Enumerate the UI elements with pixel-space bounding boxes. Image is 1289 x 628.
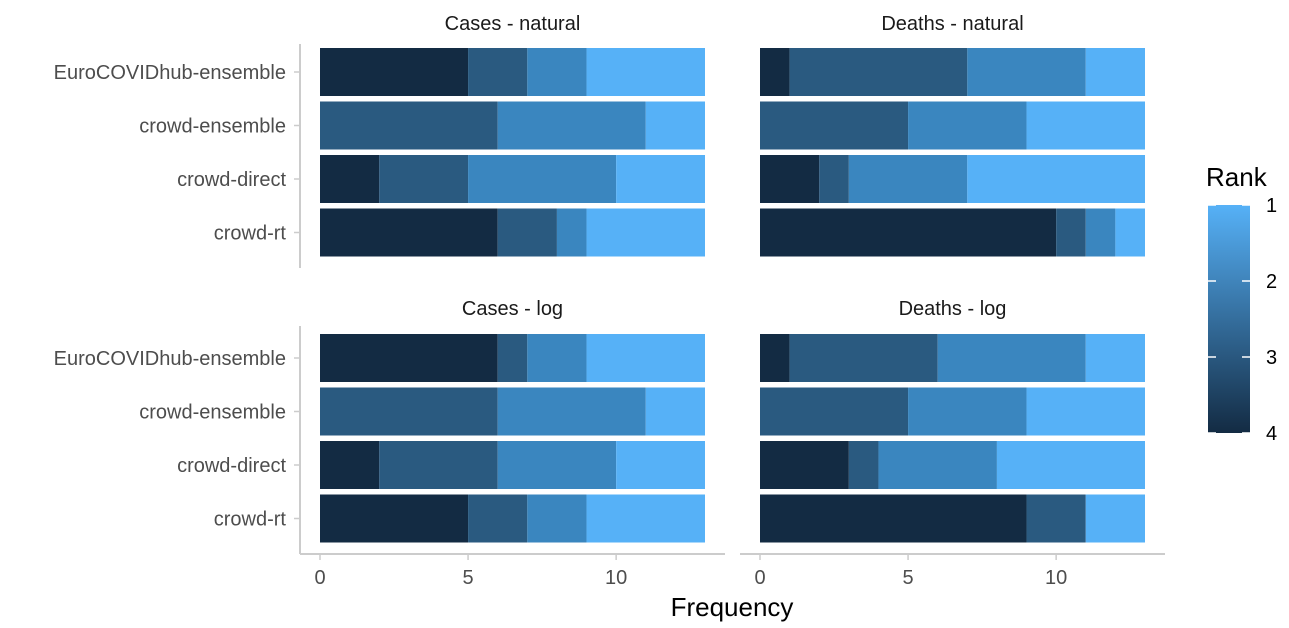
bar-segment-rank-4 (320, 155, 380, 203)
bar-segment-rank-3 (760, 387, 909, 436)
bar-segment-rank-3 (1026, 494, 1086, 543)
bar-segment-rank-1 (1085, 334, 1145, 382)
category-label: crowd-direct (177, 455, 286, 477)
x-tick-label: 10 (1045, 567, 1067, 589)
x-tick-label: 0 (754, 567, 765, 589)
bar-segment-rank-1 (1115, 208, 1145, 257)
panel-1: Deaths - natural (760, 13, 1145, 257)
bar-segment-rank-1 (967, 155, 1145, 203)
bar-segment-rank-3 (320, 101, 498, 150)
bar-segment-rank-2 (908, 387, 1027, 436)
bar-segment-rank-2 (848, 155, 968, 203)
bar-segment-rank-3 (379, 441, 498, 489)
bar-segment-rank-3 (497, 208, 557, 257)
bar-segment-rank-3 (789, 48, 968, 96)
bar-segment-rank-4 (320, 48, 469, 96)
bar-segment-rank-3 (760, 101, 909, 150)
bar-segment-rank-3 (819, 155, 849, 203)
panel-title: Deaths - natural (881, 13, 1023, 35)
bar-segment-rank-3 (320, 387, 498, 436)
bar-segment-rank-1 (996, 441, 1145, 489)
bar-segment-rank-4 (760, 155, 820, 203)
bar-segment-rank-2 (527, 494, 587, 543)
bar-segment-rank-1 (586, 208, 705, 257)
x-tick-label: 0 (314, 567, 325, 589)
bar-segment-rank-3 (1056, 208, 1086, 257)
category-label: EuroCOVIDhub-ensemble (54, 62, 286, 84)
bar-segment-rank-3 (848, 441, 879, 489)
bar-segment-rank-2 (527, 48, 587, 96)
bar-segment-rank-4 (760, 441, 849, 489)
bar-segment-rank-2 (878, 441, 997, 489)
legend-title: Rank (1206, 162, 1268, 192)
bar-segment-rank-2 (497, 387, 646, 436)
category-label: crowd-direct (177, 169, 286, 191)
x-axis-title: Frequency (671, 592, 794, 622)
bar-segment-rank-4 (320, 334, 498, 382)
panels-layer: Cases - natural EuroCOVIDhub-ensemble crow… (54, 13, 1165, 589)
bar-segment-rank-1 (1026, 387, 1145, 436)
legend-colorbar (1208, 205, 1250, 433)
bar-segment-rank-4 (760, 48, 790, 96)
category-label: EuroCOVIDhub-ensemble (54, 348, 286, 370)
category-label: crowd-rt (214, 509, 287, 531)
bar-segment-rank-1 (616, 441, 705, 489)
bar-segment-rank-4 (320, 208, 498, 257)
bar-segment-rank-1 (616, 155, 705, 203)
bar-segment-rank-3 (379, 155, 469, 203)
panel-0: Cases - natural EuroCOVIDhub-ensemble crow… (54, 13, 705, 268)
bar-segment-rank-2 (556, 208, 587, 257)
bar-segment-rank-4 (320, 494, 469, 543)
bar-segment-rank-3 (497, 334, 528, 382)
bar-segment-rank-1 (1085, 494, 1145, 543)
panel-3: Deaths - log 0 5 10 (740, 298, 1165, 589)
bar-segment-rank-4 (760, 208, 1057, 257)
bar-segment-rank-2 (497, 441, 617, 489)
x-tick-label: 5 (463, 567, 474, 589)
bar-segment-rank-1 (645, 101, 705, 150)
category-label: crowd-rt (214, 223, 287, 245)
bar-segment-rank-2 (527, 334, 587, 382)
bar-segment-rank-1 (586, 48, 705, 96)
panel-title: Deaths - log (899, 298, 1007, 320)
bar-segment-rank-1 (586, 334, 705, 382)
bar-segment-rank-2 (937, 334, 1086, 382)
panel-2: Cases - log EuroCOVIDhub-ensemble crowd-en… (54, 298, 725, 589)
bar-segment-rank-3 (468, 494, 528, 543)
x-tick-label: 10 (605, 567, 627, 589)
bar-segment-rank-3 (468, 48, 528, 96)
bar-segment-rank-1 (1026, 101, 1145, 150)
bar-segment-rank-4 (320, 441, 380, 489)
bar-segment-rank-2 (908, 101, 1027, 150)
bar-segment-rank-1 (586, 494, 705, 543)
bar-segment-rank-2 (468, 155, 617, 203)
bar-segment-rank-1 (1085, 48, 1145, 96)
category-label: crowd-ensemble (139, 116, 286, 138)
bar-segment-rank-4 (760, 334, 790, 382)
bar-segment-rank-2 (497, 101, 646, 150)
legend: Rank 1 2 3 4 (1206, 162, 1277, 445)
category-label: crowd-ensemble (139, 402, 286, 424)
bar-segment-rank-1 (645, 387, 705, 436)
bar-segment-rank-3 (789, 334, 938, 382)
legend-tick-label: 4 (1266, 423, 1277, 445)
panel-title: Cases - natural (445, 13, 581, 35)
x-tick-label: 5 (903, 567, 914, 589)
bar-segment-rank-2 (967, 48, 1086, 96)
legend-tick-label: 1 (1266, 195, 1277, 217)
legend-tick-label: 3 (1266, 347, 1277, 369)
bar-segment-rank-4 (760, 494, 1027, 543)
legend-tick-label: 2 (1266, 271, 1277, 293)
panel-title: Cases - log (462, 298, 563, 320)
bar-segment-rank-2 (1085, 208, 1116, 257)
